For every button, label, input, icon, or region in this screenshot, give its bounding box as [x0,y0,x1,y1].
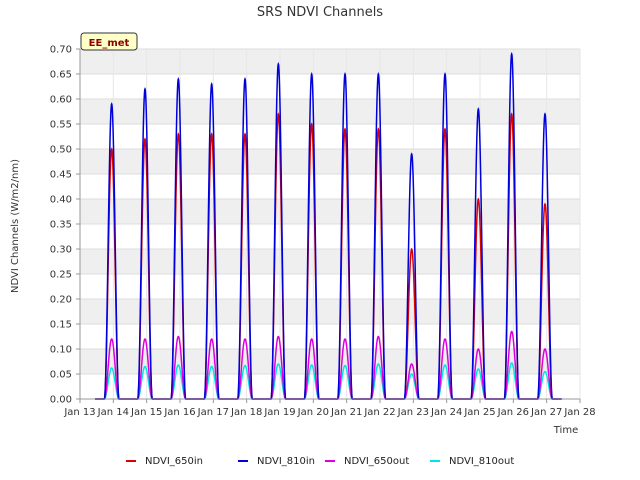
plot-band [80,249,580,274]
y-tick-label: 0.10 [50,345,72,356]
y-tick-label: 0.65 [50,70,72,81]
station-badge-label: EE_met [89,38,130,49]
y-tick-label: 0.05 [50,370,72,381]
x-tick-label: Jan 19 [263,407,295,418]
y-tick-label: 0.60 [50,95,72,106]
plot-band [80,99,580,124]
y-tick-label: 0.30 [50,245,72,256]
x-tick-label: Jan 28 [563,407,595,418]
y-axis-ticks: 0.00 0.05 0.10 0.15 0.20 0.25 0.30 0.35 0.40 0.45… [50,45,80,406]
x-tick-label: Jan 24 [430,407,462,418]
plot-band [80,199,580,224]
x-axis-ticks: Jan 13 Jan 14 Jan 15 Jan 16 Jan 17 Jan 18 Jan … [63,399,596,418]
legend: NDVI_650in NDVI_810in NDVI_650out NDVI_810o… [126,456,514,467]
legend-label: NDVI_810in [257,456,315,467]
x-tick-label: Jan 20 [297,407,329,418]
y-tick-label: 0.55 [50,120,72,131]
grid-lines [79,48,581,400]
y-axis-label: NDVI Channels (W/m2/nm) [10,159,21,293]
plot-band [80,299,580,324]
chart-title: SRS NDVI Channels [257,5,383,20]
y-tick-label: 0.50 [50,145,72,156]
legend-label: NDVI_650out [344,456,409,467]
x-tick-label: Jan 23 [397,407,429,418]
station-badge-box [80,32,138,51]
x-tick-label: Jan 25 [463,407,495,418]
x-tick-label: Jan 21 [330,407,362,418]
station-badge: EE_met [80,32,138,51]
x-tick-label: Jan 27 [530,407,562,418]
y-tick-label: 0.00 [50,395,72,406]
x-tick-label: Jan 26 [497,407,529,418]
y-tick-label: 0.25 [50,270,72,281]
x-axis-label: Time [553,425,578,436]
y-tick-label: 0.45 [50,170,72,181]
x-tick-label: Jan 14 [97,407,129,418]
x-tick-label: Jan 22 [363,407,395,418]
legend-label: NDVI_810out [449,456,514,467]
y-tick-label: 0.40 [50,195,72,206]
y-tick-label: 0.70 [50,45,72,56]
x-tick-label: Jan 13 [63,407,95,418]
y-tick-label: 0.35 [50,220,72,231]
plot-band [80,49,580,74]
plot-band [80,149,580,174]
legend-label: NDVI_650in [145,456,203,467]
x-tick-label: Jan 16 [163,407,195,418]
plot-band [80,349,580,374]
x-tick-label: Jan 15 [130,407,162,418]
y-tick-label: 0.20 [50,295,72,306]
plot-background [80,49,580,374]
x-tick-label: Jan 18 [230,407,262,418]
y-tick-label: 0.15 [50,320,72,331]
x-tick-label: Jan 17 [197,407,229,418]
